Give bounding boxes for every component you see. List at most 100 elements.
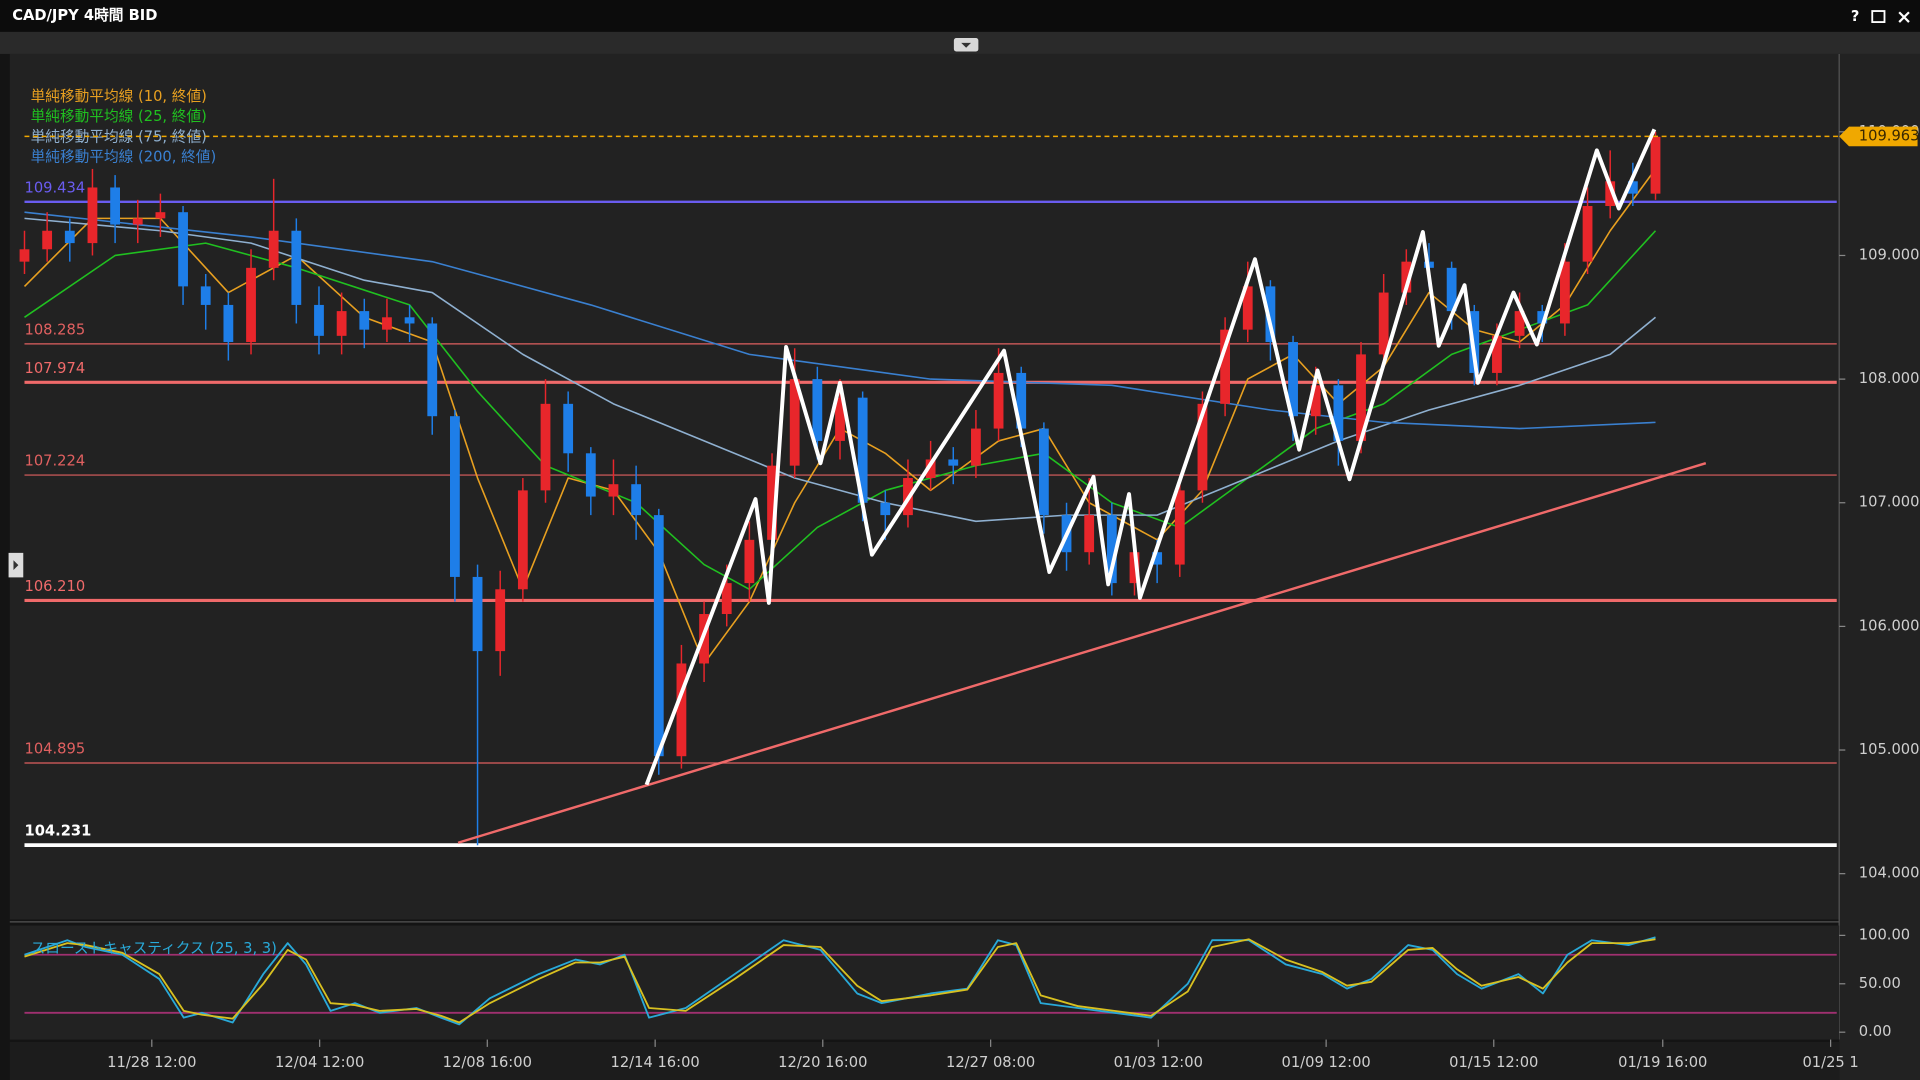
candle-body (971, 428, 981, 466)
help-button[interactable]: ? (1851, 8, 1860, 25)
candle-body (19, 249, 30, 262)
legend-entry: 単純移動平均線 (75, 終値) (31, 128, 207, 145)
candle-body (87, 187, 98, 244)
x-tick-label: 12/14 16:00 (611, 1054, 700, 1071)
price-level-label: 109.434 (24, 179, 85, 196)
candle-body (1174, 490, 1185, 565)
candle-body (835, 397, 845, 441)
title-bar (0, 0, 1920, 32)
candle-body (1197, 403, 1208, 491)
price-level-label: 104.231 (24, 823, 91, 840)
candle-body (631, 484, 642, 516)
time-axis (9, 1041, 1840, 1080)
y-tick-label: 106.000 (1859, 617, 1920, 634)
candle-body (291, 230, 302, 305)
x-tick-label: 12/04 12:00 (275, 1054, 364, 1071)
x-tick-label: 12/20 16:00 (778, 1054, 867, 1071)
trend-line (457, 462, 1707, 844)
candle-body (178, 212, 188, 287)
candle-body (1378, 292, 1389, 355)
candle-body (1129, 552, 1140, 584)
candle-body (1106, 515, 1117, 584)
candle-body (1333, 385, 1344, 441)
candle-body (223, 304, 234, 343)
side-panel-arrow (13, 560, 19, 571)
candle-body (1016, 372, 1027, 429)
candle-body (1560, 261, 1570, 324)
y-tick-label: 0.00 (1859, 1023, 1892, 1040)
last-price-label: 109.963 (1859, 127, 1920, 144)
candle-body (653, 515, 664, 757)
candle-body (404, 317, 415, 324)
candle-body (880, 502, 891, 516)
stochastic-line (24, 936, 1656, 1026)
legend-entry: 単純移動平均線 (25, 終値) (31, 108, 207, 125)
y-tick-label: 109.000 (1859, 246, 1920, 263)
candle-body (1605, 181, 1616, 207)
candle-body (1084, 515, 1095, 553)
candle-body (1242, 286, 1253, 330)
moving-average (24, 211, 1656, 430)
candle-body (268, 230, 279, 268)
candle-body (1038, 428, 1049, 516)
candle-body (540, 403, 551, 491)
candle-body (314, 304, 324, 336)
candle-body (857, 397, 868, 503)
window-title: CAD/JPY 4時間 BID (12, 6, 157, 24)
candle-body (1220, 329, 1230, 404)
price-level-label: 108.285 (24, 321, 85, 338)
candle-body (721, 583, 732, 615)
x-tick-label: 11/28 12:00 (107, 1054, 196, 1071)
price-level-label: 104.895 (24, 741, 85, 758)
candle-body (472, 576, 483, 652)
candle-body (1356, 354, 1366, 441)
candle-body (42, 230, 53, 250)
price-panel (9, 53, 1840, 920)
candle-body (767, 465, 777, 540)
candle-body (427, 323, 438, 417)
candle-body (155, 212, 166, 219)
y-tick-label: 50.00 (1859, 975, 1901, 992)
candle-body (110, 187, 120, 225)
candle-body (1514, 311, 1525, 336)
x-tick-label: 01/25 1 (1802, 1054, 1858, 1071)
wave-line (644, 128, 1657, 786)
price-level-label: 107.224 (24, 453, 85, 470)
close-button[interactable] (1898, 11, 1910, 23)
x-tick-label: 12/08 16:00 (443, 1054, 532, 1071)
candle-body (1152, 552, 1163, 565)
candle-body (517, 490, 528, 590)
candle-body (246, 267, 256, 343)
legend-entry: 単純移動平均線 (10, 終値) (31, 88, 207, 105)
candle-body (585, 453, 596, 497)
maximize-button[interactable] (1871, 10, 1886, 23)
x-tick-label: 01/19 16:00 (1618, 1054, 1707, 1071)
y-tick-label: 108.000 (1859, 370, 1920, 387)
candle-body (336, 311, 347, 336)
candle-body (1401, 261, 1412, 293)
price-level-label: 106.210 (24, 578, 85, 595)
candle-body (1446, 267, 1457, 312)
candle-body (676, 663, 687, 757)
candle-body (1582, 206, 1593, 262)
candle-body (200, 286, 211, 305)
candle-body (450, 416, 460, 577)
y-tick-label: 100.00 (1859, 926, 1910, 943)
y-tick-label: 105.000 (1859, 741, 1920, 758)
toolbar-toggle-arrow (961, 42, 972, 48)
x-tick-label: 12/27 08:00 (946, 1054, 1035, 1071)
price-level-label: 107.974 (24, 360, 85, 377)
y-tick-label: 104.000 (1859, 865, 1920, 882)
candle-body (789, 379, 800, 466)
candle-body (382, 317, 392, 330)
stochastic-line (24, 938, 1656, 1024)
x-tick-label: 01/03 12:00 (1114, 1054, 1203, 1071)
price-axis (1839, 53, 1920, 1080)
x-tick-label: 01/09 12:00 (1281, 1054, 1370, 1071)
candle-body (1265, 286, 1276, 343)
candle-body (608, 484, 619, 497)
stochastic-panel (9, 925, 1840, 1040)
y-tick-label: 107.000 (1859, 494, 1920, 511)
candle-body (359, 311, 370, 330)
